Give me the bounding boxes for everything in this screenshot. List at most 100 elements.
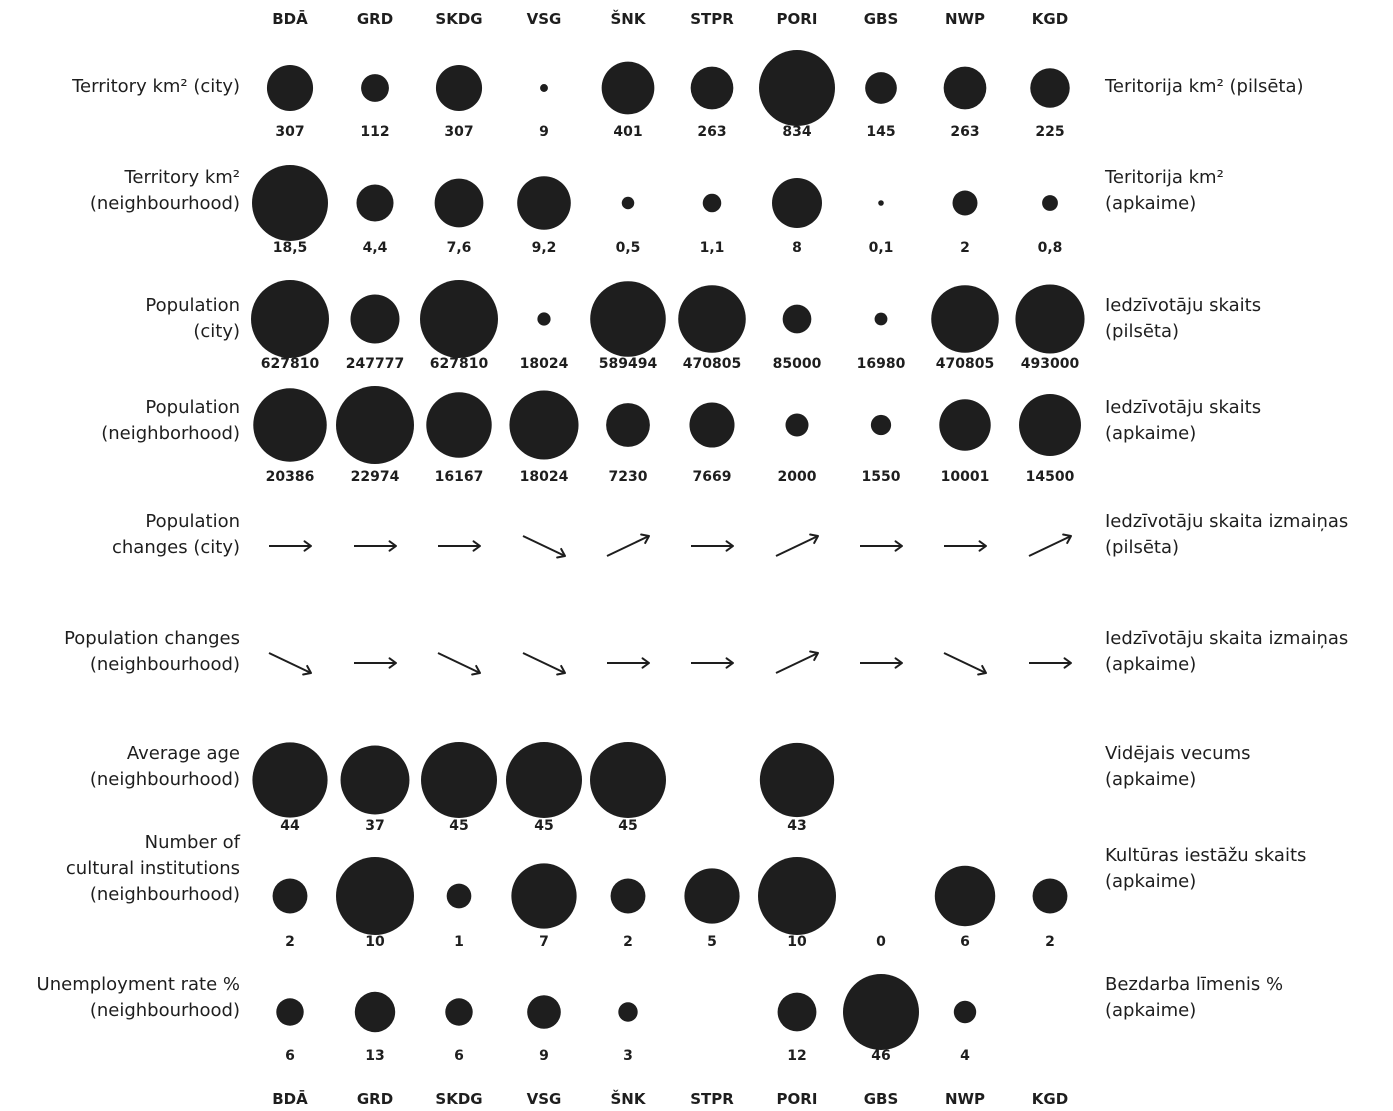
column-header-top-bda: BDĀ xyxy=(272,8,308,28)
row-label-lv: Iedzīvotāju skaits xyxy=(1105,295,1261,316)
arrow-head xyxy=(725,657,734,669)
value-label-bda: 44 xyxy=(280,818,300,834)
chart-row-1: Territory km² (city) Teritorija km² (pils… xyxy=(71,50,1304,140)
value-label-grd: 247777 xyxy=(346,356,404,372)
bubble-grd xyxy=(336,857,414,935)
row-label-lv: Bezdarba līmenis % xyxy=(1105,974,1283,995)
column-header-bottom-skdg: SKDG xyxy=(435,1090,482,1108)
value-label-pori: 8 xyxy=(792,240,802,256)
row-label-lv: (apkaime) xyxy=(1105,1000,1196,1021)
bubble-kgd xyxy=(1032,878,1068,914)
value-label-gbs: 16980 xyxy=(857,356,906,372)
row-label-lv: Iedzīvotāju skaita izmaiņas xyxy=(1105,628,1348,649)
value-label-skdg: 307 xyxy=(444,124,473,140)
value-label-vsg: 9 xyxy=(539,1048,549,1064)
bubble-grd xyxy=(361,74,389,102)
chart-row-2: Territory km² (neighbourhood) Teritorija k… xyxy=(90,165,1224,256)
bubble-snk xyxy=(610,878,646,914)
bubble-stpr xyxy=(689,402,735,448)
bubble-bda xyxy=(253,388,327,462)
value-label-nwp: 470805 xyxy=(936,356,994,372)
value-label-vsg: 45 xyxy=(534,818,553,834)
row-label-lv: (pilsēta) xyxy=(1105,321,1179,342)
value-label-grd: 10 xyxy=(365,934,385,950)
arrow-shaft xyxy=(437,652,481,674)
bubble-stpr xyxy=(678,285,746,353)
trend-arrow-flat-stpr xyxy=(691,657,734,669)
value-label-snk: 401 xyxy=(613,124,642,140)
value-label-snk: 45 xyxy=(618,818,637,834)
value-label-vsg: 7 xyxy=(539,934,549,950)
bubble-pori xyxy=(759,50,835,126)
trend-arrow-flat-snk xyxy=(607,657,650,669)
arrow-head xyxy=(977,664,987,676)
value-label-stpr: 7669 xyxy=(693,469,732,485)
chart-row-5: Population changes (city) Iedzīvotāju skai… xyxy=(112,511,1348,559)
value-label-grd: 22974 xyxy=(351,469,400,485)
value-label-grd: 37 xyxy=(365,818,384,834)
bubble-nwp xyxy=(934,865,996,927)
column-header-bottom-nwp: NWP xyxy=(945,1090,985,1108)
arrow-head xyxy=(556,664,566,676)
row-label-en: (neighbourhood) xyxy=(90,769,240,790)
value-label-vsg: 9 xyxy=(539,124,549,140)
chart-row-9: Unemployment rate % (neighbourhood) Bezdar… xyxy=(37,974,1283,1064)
value-label-pori: 43 xyxy=(787,818,806,834)
chart-row-6: Population changes (neighbourhood) Iedzīvo… xyxy=(64,628,1348,676)
column-header-bottom-bda: BDĀ xyxy=(272,1088,308,1108)
trend-arrow-flat-stpr xyxy=(691,540,734,552)
row-label-lv: (apkaime) xyxy=(1105,654,1196,675)
bubble-snk xyxy=(618,1002,638,1022)
value-label-snk: 2 xyxy=(623,934,633,950)
column-header-top-stpr: STPR xyxy=(690,10,734,28)
bubble-grd xyxy=(356,184,394,222)
value-label-kgd: 2 xyxy=(1045,934,1055,950)
value-label-snk: 0,5 xyxy=(616,240,641,256)
value-label-bda: 20386 xyxy=(266,469,315,485)
arrow-shaft xyxy=(522,535,566,557)
value-label-grd: 13 xyxy=(365,1048,384,1064)
arrow-head xyxy=(388,540,397,552)
bubble-pori xyxy=(759,742,835,818)
chart-row-8: Number of cultural institutions (neighbour… xyxy=(66,832,1306,950)
value-label-vsg: 18024 xyxy=(520,356,569,372)
column-header-top-grd: GRD xyxy=(357,10,393,28)
bubble-bda xyxy=(252,165,328,241)
value-label-stpr: 5 xyxy=(707,934,717,950)
bubble-skdg xyxy=(420,280,498,358)
bubble-skdg xyxy=(446,883,472,909)
bubble-pori xyxy=(772,178,822,228)
value-label-vsg: 9,2 xyxy=(532,240,557,256)
trend-arrow-up-pori xyxy=(775,533,819,557)
bubble-stpr xyxy=(684,868,740,924)
value-label-kgd: 14500 xyxy=(1026,469,1075,485)
trend-arrow-flat-skdg xyxy=(438,540,481,552)
bubble-nwp xyxy=(953,1000,977,1024)
bubble-nwp xyxy=(943,66,987,110)
value-label-kgd: 225 xyxy=(1035,124,1064,140)
bubble-vsg xyxy=(506,742,582,818)
value-label-bda: 2 xyxy=(285,934,295,950)
value-label-nwp: 263 xyxy=(950,124,979,140)
bubble-vsg xyxy=(537,312,551,326)
row-label-en: cultural institutions xyxy=(66,858,240,879)
column-header-bottom-kgd: KGD xyxy=(1032,1090,1068,1108)
row-label-en: (neighbourhood) xyxy=(90,884,240,905)
column-header-top-kgd: KGD xyxy=(1032,10,1068,28)
row-label-en: Average age xyxy=(127,743,240,764)
bubble-vsg xyxy=(540,84,548,92)
value-label-pori: 2000 xyxy=(778,469,817,485)
arrow-head xyxy=(471,664,481,676)
trend-arrow-down-skdg xyxy=(437,652,481,676)
column-header-bottom-grd: GRD xyxy=(357,1090,393,1108)
bubble-bda xyxy=(272,878,308,914)
arrow-shaft xyxy=(943,652,987,674)
row-label-lv: Iedzīvotāju skaits xyxy=(1105,397,1261,418)
value-label-nwp: 4 xyxy=(960,1048,970,1064)
arrow-head xyxy=(472,540,481,552)
bubble-pori xyxy=(758,857,836,935)
row-label-en: Population xyxy=(145,397,240,418)
arrow-head xyxy=(725,540,734,552)
value-label-skdg: 7,6 xyxy=(447,240,472,256)
bubble-grd xyxy=(350,294,400,344)
